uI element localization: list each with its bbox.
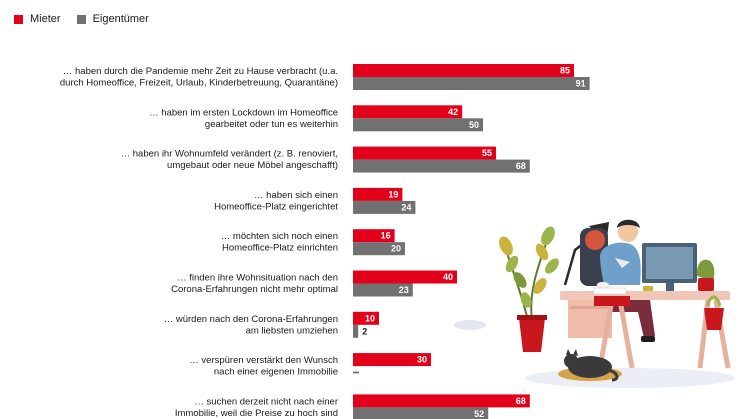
data-label: 16 xyxy=(381,231,391,241)
category-label: … haben durch die Pandemie mehr Zeit zu … xyxy=(63,66,338,77)
bar-mieter xyxy=(353,146,496,160)
legend-item-eigentuemer: Eigentümer xyxy=(76,13,149,25)
category-label: Immobilie, weil die Preise zu hoch sind xyxy=(175,408,338,419)
potted-plant xyxy=(499,226,559,352)
bar-eigentuemer xyxy=(353,200,416,214)
category-group: … möchten sich noch einenHomeoffice-Plat… xyxy=(221,229,405,256)
bars-layer: … haben durch die Pandemie mehr Zeit zu … xyxy=(60,64,590,419)
data-label: 85 xyxy=(560,66,570,76)
category-label: Homeoffice-Platz einrichten xyxy=(222,243,338,254)
category-label: … haben sich einen xyxy=(254,190,338,201)
bar-eigentuemer xyxy=(353,283,413,297)
category-label: … würden nach den Corona-Erfahrungen xyxy=(164,314,338,325)
category-label: Corona-Erfahrungen nicht mehr optimal xyxy=(171,284,338,295)
basket xyxy=(704,295,724,330)
category-label: … verspüren verstärkt den Wunsch xyxy=(189,355,338,366)
data-label: 91 xyxy=(576,79,586,89)
home-office-illustration xyxy=(454,219,735,388)
category-group: … haben ihr Wohnumfeld verändert (z. B. … xyxy=(121,146,530,173)
floor-shadow-left xyxy=(454,320,486,330)
data-label: 40 xyxy=(443,272,453,282)
data-label: 23 xyxy=(399,285,409,295)
sleeping-cat xyxy=(558,349,622,382)
desk xyxy=(560,259,731,369)
data-label: 68 xyxy=(516,396,526,406)
bar-eigentuemer xyxy=(353,77,590,90)
data-label: 68 xyxy=(516,161,526,171)
category-label: durch Homeoffice, Freizeit, Urlaub, Kind… xyxy=(60,78,338,89)
data-label: 19 xyxy=(388,189,398,199)
category-label: … haben ihr Wohnumfeld verändert (z. B. … xyxy=(121,149,338,160)
bar-mieter xyxy=(353,105,463,119)
data-label: 52 xyxy=(474,409,484,419)
bar-eigentuemer xyxy=(353,242,405,256)
legend-item-mieter: Mieter xyxy=(14,13,61,25)
legend-swatch-mieter xyxy=(14,14,23,24)
data-label: 24 xyxy=(401,202,411,212)
legend-label-mieter: Mieter xyxy=(30,13,61,25)
bar-eigentuemer xyxy=(353,407,489,419)
bar-eigentuemer xyxy=(353,159,530,173)
bar-eigentuemer xyxy=(353,324,359,338)
category-group: … finden ihre Wohnsituation nach denCoro… xyxy=(171,270,457,297)
bar-mieter xyxy=(353,311,379,325)
data-label: 10 xyxy=(365,313,375,323)
category-label: … suchen derzeit nicht nach einer xyxy=(194,396,338,407)
bar-mieter xyxy=(353,270,457,284)
category-group: … haben durch die Pandemie mehr Zeit zu … xyxy=(60,64,590,90)
category-label: umgebaut oder neue Möbel angeschafft) xyxy=(167,160,338,171)
category-label: … haben im ersten Lockdown im Homeoffice xyxy=(149,107,338,118)
category-group: … haben im ersten Lockdown im Homeoffice… xyxy=(149,105,483,132)
bar-mieter xyxy=(353,394,530,408)
bar-mieter xyxy=(353,64,574,77)
category-label: am liebsten umziehen xyxy=(246,325,338,336)
bar-mieter xyxy=(353,187,403,201)
bar-mieter xyxy=(353,353,431,367)
category-label: … finden ihre Wohnsituation nach den xyxy=(177,273,338,284)
category-label: nach einer eigenen Immobilie xyxy=(214,367,338,378)
category-label: Homeoffice-Platz eingerichtet xyxy=(214,201,338,212)
data-label: 30 xyxy=(417,355,427,365)
data-label: 50 xyxy=(469,120,479,130)
legend-swatch-eigentuemer xyxy=(76,14,86,24)
bar-empty-marker xyxy=(353,371,359,374)
data-label: 2 xyxy=(362,326,367,336)
category-label: gearbeitet oder tun es weiterhin xyxy=(205,119,338,130)
data-label: 20 xyxy=(391,244,401,254)
legend-label-eigentuemer: Eigentümer xyxy=(92,13,149,25)
data-label: 55 xyxy=(482,148,492,158)
bar-eigentuemer xyxy=(353,118,483,132)
data-label: 42 xyxy=(448,107,458,117)
category-label: … möchten sich noch einen xyxy=(221,231,338,242)
chart-legend: Mieter Eigentümer xyxy=(14,12,165,26)
category-group: … suchen derzeit nicht nach einerImmobil… xyxy=(175,394,530,419)
floor-shadow xyxy=(525,368,735,388)
bar-mieter xyxy=(353,229,395,243)
